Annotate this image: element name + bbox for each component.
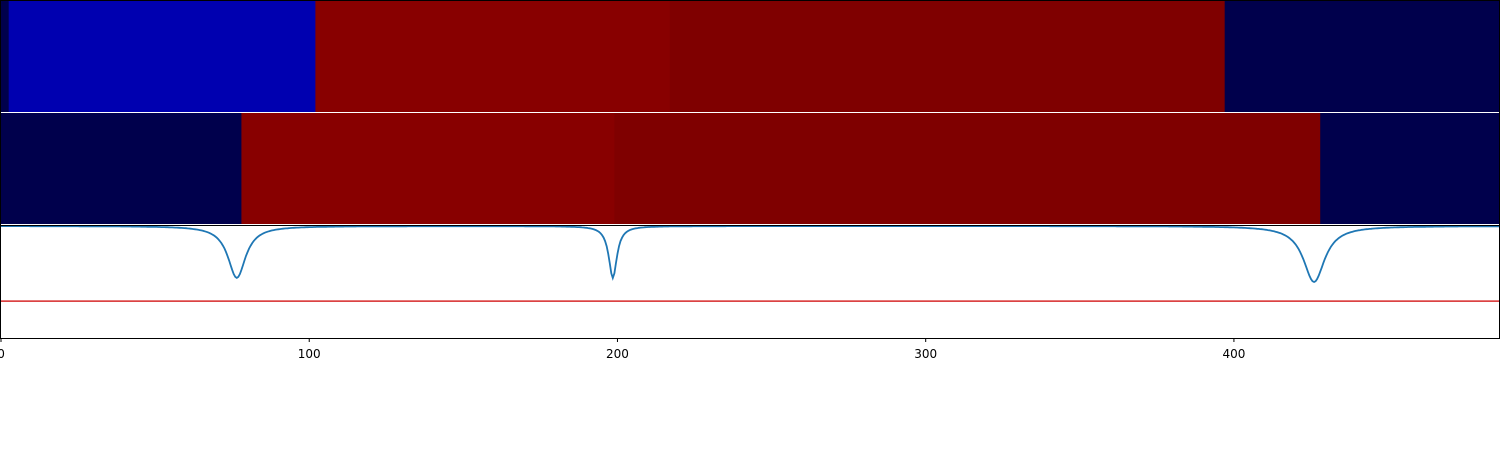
heatmap-cell-r0-s0 <box>1 1 10 112</box>
x-axis: 0 100 200 300 400 <box>0 338 1245 361</box>
heatmap-cell-r1-s1 <box>241 113 615 224</box>
x-tick-label-1: 100 <box>298 347 321 361</box>
heatmap-cell-r1-s3 <box>1320 113 1500 224</box>
heatmap-cell-r0-s1 <box>8 1 316 112</box>
heatmap-cell-r0-s2 <box>315 1 671 112</box>
heatmap-cell-r0-s3 <box>669 1 1226 112</box>
x-tick-label-0: 0 <box>0 347 5 361</box>
x-tick-label-4: 400 <box>1222 347 1245 361</box>
heatmap-cell-r1-s0 <box>1 113 242 224</box>
row-separator <box>1 112 1499 113</box>
heatmap-cell-r1-s2 <box>614 113 1321 224</box>
series-line-0 <box>1 225 1499 284</box>
x-tick-label-2: 200 <box>606 347 629 361</box>
heatmap-cell-r0-s4 <box>1224 1 1500 112</box>
x-tick-label-3: 300 <box>914 347 937 361</box>
heatmap <box>1 1 1500 224</box>
